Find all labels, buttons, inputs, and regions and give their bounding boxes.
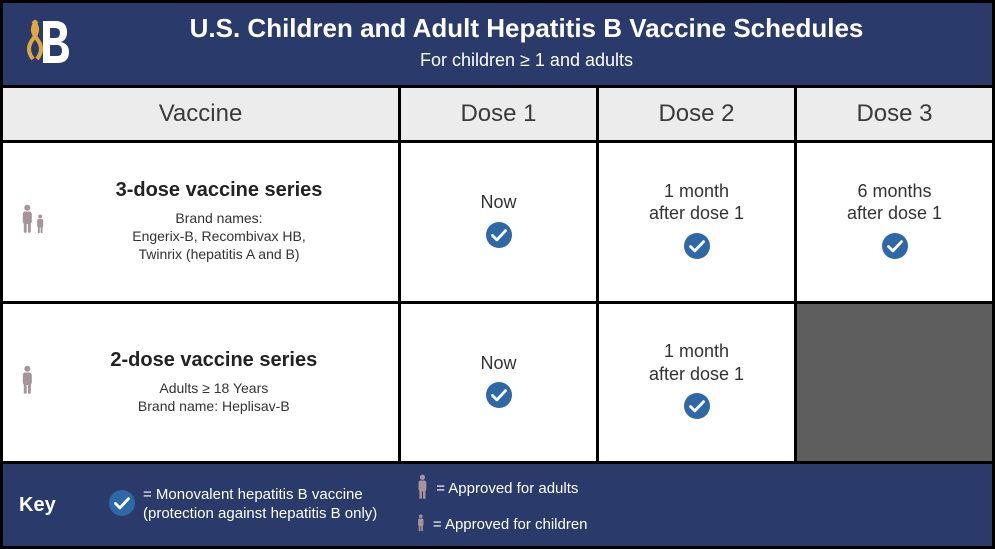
vaccine-info: 3-dose vaccine series Brand names:Engeri… — [58, 179, 380, 264]
key-item-check: = Monovalent hepatitis B vaccine(protect… — [109, 486, 377, 524]
col-header-dose1: Dose 1 — [401, 88, 599, 140]
dose-cell: Now — [401, 143, 599, 301]
dose-cell: 6 monthsafter dose 1 — [797, 143, 992, 301]
header: U.S. Children and Adult Hepatitis B Vacc… — [3, 3, 992, 88]
header-text: U.S. Children and Adult Hepatitis B Vacc… — [81, 13, 972, 71]
adult-person-icon — [417, 474, 428, 504]
key-label: Key — [19, 494, 109, 517]
child-person-icon — [36, 214, 44, 239]
series-title: 2-dose vaccine series — [48, 349, 380, 372]
dose-cell-na — [797, 304, 992, 462]
key-item-child: = Approved for children — [417, 514, 587, 536]
col-header-dose2: Dose 2 — [599, 88, 797, 140]
dose-text: Now — [480, 352, 516, 375]
check-icon — [486, 382, 512, 413]
dose-cell: 1 monthafter dose 1 — [599, 143, 797, 301]
table: Vaccine Dose 1 Dose 2 Dose 3 3-dose vacc… — [3, 88, 992, 464]
key-child-text: = Approved for children — [433, 516, 588, 535]
check-icon — [882, 233, 908, 264]
series-title: 3-dose vaccine series — [58, 179, 380, 202]
key-row: Key = Monovalent hepatitis B vaccine(pro… — [3, 464, 992, 546]
dose-text: 1 monthafter dose 1 — [649, 340, 744, 385]
table-row: 3-dose vaccine series Brand names:Engeri… — [3, 143, 992, 304]
adult-person-icon — [21, 204, 34, 239]
check-icon — [109, 490, 135, 520]
vaccine-cell: 2-dose vaccine series Adults ≥ 18 YearsB… — [3, 304, 401, 462]
series-sub: Adults ≥ 18 YearsBrand name: Heplisav-B — [48, 380, 380, 414]
check-icon — [684, 233, 710, 264]
dose-cell: 1 monthafter dose 1 — [599, 304, 797, 462]
vaccine-cell: 3-dose vaccine series Brand names:Engeri… — [3, 143, 401, 301]
audience-icons — [21, 204, 44, 239]
dose-text: Now — [480, 191, 516, 214]
table-header-row: Vaccine Dose 1 Dose 2 Dose 3 — [3, 88, 992, 143]
child-person-icon — [417, 514, 425, 536]
series-sub: Brand names:Engerix-B, Recombivax HB,Twi… — [58, 210, 380, 262]
check-icon — [684, 393, 710, 424]
adult-person-icon — [21, 365, 34, 400]
dose-text: 1 monthafter dose 1 — [649, 180, 744, 225]
schedule-table: U.S. Children and Adult Hepatitis B Vacc… — [0, 0, 995, 549]
key-check-text: = Monovalent hepatitis B vaccine(protect… — [143, 486, 377, 524]
key-items: = Monovalent hepatitis B vaccine(protect… — [109, 474, 976, 536]
vaccine-info: 2-dose vaccine series Adults ≥ 18 YearsB… — [48, 349, 380, 416]
col-header-dose3: Dose 3 — [797, 88, 992, 140]
audience-icons — [21, 365, 34, 400]
dose-cell: Now — [401, 304, 599, 462]
col-header-vaccine: Vaccine — [3, 88, 401, 140]
check-icon — [486, 222, 512, 253]
page-subtitle: For children ≥ 1 and adults — [81, 50, 972, 71]
table-row: 2-dose vaccine series Adults ≥ 18 YearsB… — [3, 304, 992, 465]
key-adult-text: = Approved for adults — [436, 480, 578, 499]
brand-logo-icon — [17, 15, 71, 69]
page-title: U.S. Children and Adult Hepatitis B Vacc… — [81, 13, 972, 44]
dose-text: 6 monthsafter dose 1 — [847, 180, 942, 225]
key-item-adult: = Approved for adults — [417, 474, 587, 504]
